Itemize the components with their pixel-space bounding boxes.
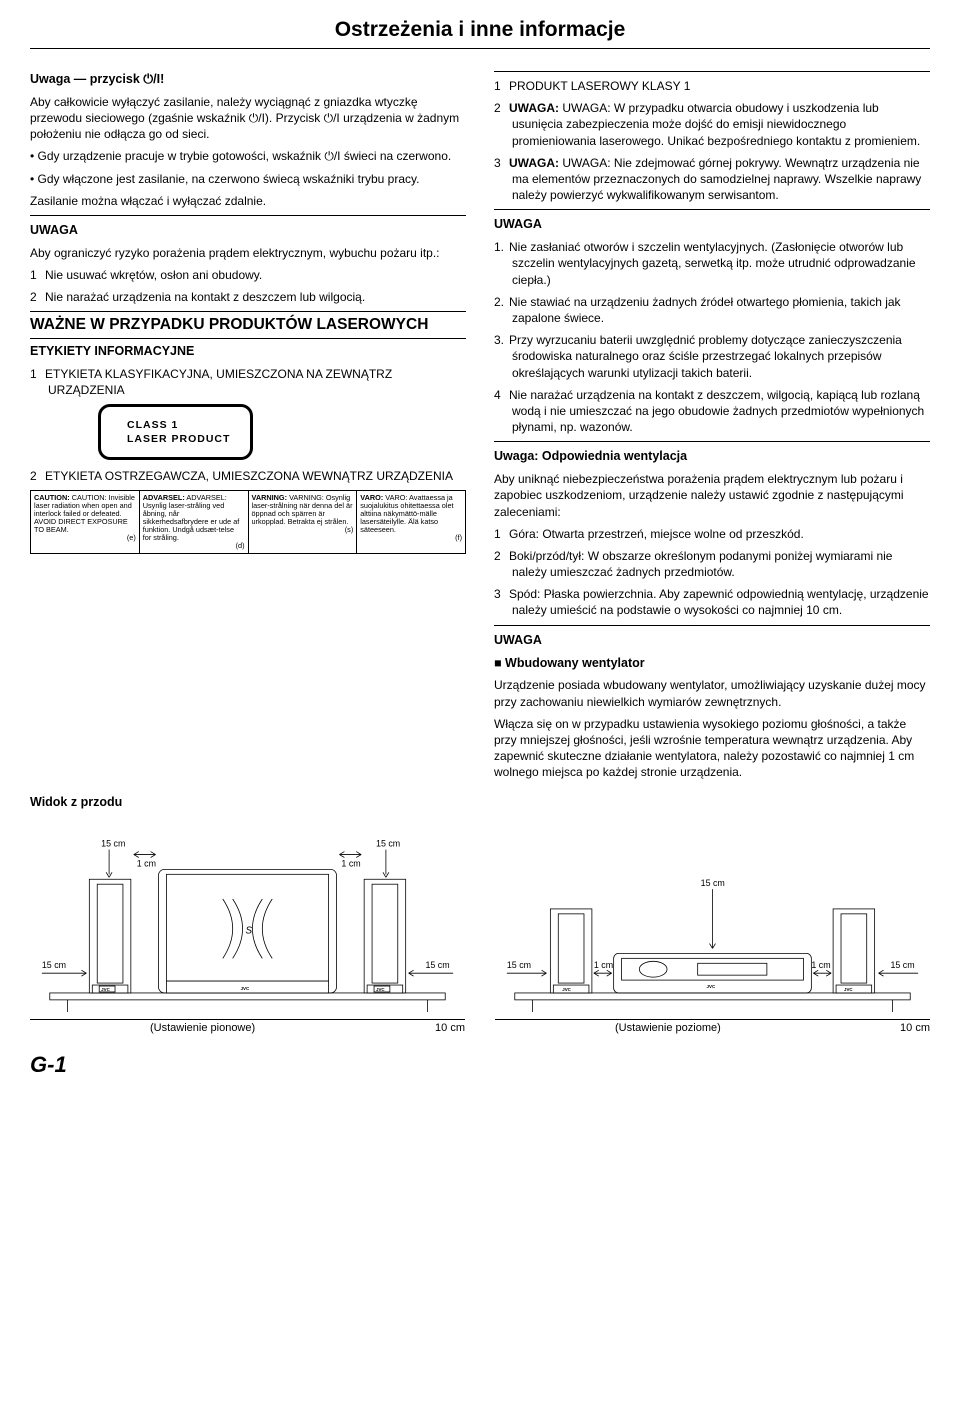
- risk-paragraph: Aby ograniczyć ryzyko porażenia prądem e…: [30, 245, 466, 261]
- uwaga-heading: UWAGA: [30, 222, 466, 239]
- jvc-badge: JVC: [241, 985, 250, 990]
- vent-item-3: 3.Przy wyrzucaniu baterii uwzględnić pro…: [494, 332, 930, 381]
- dim-10cm: 10 cm: [435, 1022, 465, 1034]
- dim-15cm: 15 cm: [101, 838, 125, 848]
- divider: [494, 209, 930, 210]
- labels-subheading: ETYKIETY INFORMACYJNE: [30, 343, 466, 360]
- dim-1cm: 1 cm: [137, 858, 156, 868]
- svg-text:S: S: [246, 925, 253, 936]
- divider: [494, 441, 930, 442]
- dim-15cm: 15 cm: [701, 878, 725, 888]
- vent-item-1: 1.Nie zasłaniać otworów i szczelin wenty…: [494, 239, 930, 288]
- vent-item-2: 2.Nie stawiać na urządzeniu żadnych źród…: [494, 294, 930, 326]
- fan-paragraph-2: Włącza się on w przypadku ustawienia wys…: [494, 716, 930, 781]
- page-title: Ostrzeżenia i inne informacje: [30, 18, 930, 49]
- divider: [30, 215, 466, 216]
- divider: [494, 625, 930, 626]
- vertical-placement-svg: S 15 cm 15 cm 1 cm 1 cm 15 cm 1: [30, 815, 465, 1013]
- jvc-badge: JVC: [707, 984, 716, 989]
- label-2: 2ETYKIETA OSTRZEGAWCZA, UMIESZCZONA WEWN…: [30, 468, 466, 484]
- risk-item-1: 1Nie usuwać wkrętów, osłon ani obudowy.: [30, 267, 466, 283]
- dim-15cm: 15 cm: [890, 960, 914, 970]
- ventilation-heading: Uwaga: Odpowiednia wentylacja: [494, 448, 930, 465]
- vent-rule-2: 2Boki/przód/tył: W obszarze określonym p…: [494, 548, 930, 580]
- jvc-badge: JVC: [844, 986, 853, 991]
- lang-s: (s): [252, 526, 354, 534]
- vent-rule-1: 1Góra: Otwarta przestrzeń, miejsce wolne…: [494, 526, 930, 542]
- divider: [494, 71, 930, 72]
- fan-paragraph-1: Urządzenie posiada wbudowany wentylator,…: [494, 677, 930, 709]
- dim-1cm: 1 cm: [341, 858, 360, 868]
- ventilation-paragraph: Aby uniknąć niebezpieczeństwa porażenia …: [494, 471, 930, 520]
- table-row: CAUTION: CAUTION: Invisible laser radiat…: [31, 491, 466, 554]
- dim-15cm: 15 cm: [376, 838, 400, 848]
- fan-heading: ■ Wbudowany wentylator: [494, 655, 930, 672]
- power-paragraph: Aby całkowicie wyłączyć zasilanie, należ…: [30, 94, 466, 143]
- uwaga-heading-2: UWAGA: [494, 216, 930, 233]
- laser-line-2: LASER PRODUCT: [127, 432, 250, 446]
- diagram-horizontal: 15 cm 1 cm 1 cm 15 cm 15 cm JVC JVC JVC …: [495, 815, 930, 1035]
- risk-item-2: 2Nie narażać urządzenia na kontakt z des…: [30, 289, 466, 305]
- jvc-badge: JVC: [101, 986, 110, 991]
- page-number: G-1: [30, 1052, 930, 1078]
- jvc-badge: JVC: [562, 986, 571, 991]
- caution-label-table: CAUTION: CAUTION: Invisible laser radiat…: [30, 490, 466, 554]
- jvc-badge: JVC: [376, 986, 385, 991]
- placement-diagrams: S 15 cm 15 cm 1 cm 1 cm 15 cm 1: [30, 815, 930, 1035]
- laser-warn-3: 3UWAGA: UWAGA: Nie zdejmować górnej pokr…: [494, 155, 930, 204]
- dim-1cm: 1 cm: [594, 960, 613, 970]
- remote-power-text: Zasilanie można włączać i wyłączać zdaln…: [30, 193, 466, 209]
- diagram-caption-row: (Ustawienie pionowe) 10 cm: [30, 1019, 465, 1034]
- vent-rule-3: 3Spód: Płaska powierzchnia. Aby zapewnić…: [494, 586, 930, 618]
- laser-class-1: 1PRODUKT LASEROWY KLASY 1: [494, 78, 930, 94]
- dim-10cm: 10 cm: [900, 1022, 930, 1034]
- left-column: Uwaga — przycisk ⏻/I! Aby całkowicie wył…: [30, 71, 466, 787]
- horizontal-placement-svg: 15 cm 1 cm 1 cm 15 cm 15 cm JVC JVC JVC: [495, 815, 930, 1013]
- dim-1cm: 1 cm: [811, 960, 830, 970]
- laser-line-1: CLASS 1: [127, 418, 250, 432]
- diagram-caption-row: (Ustawienie poziome) 10 cm: [495, 1019, 930, 1034]
- power-on-bullet: • Gdy włączone jest zasilanie, na czerwo…: [30, 171, 466, 187]
- front-view-heading: Widok z przodu: [30, 795, 930, 809]
- two-column-layout: Uwaga — przycisk ⏻/I! Aby całkowicie wył…: [30, 71, 930, 787]
- right-column: 1PRODUKT LASEROWY KLASY 1 2UWAGA: UWAGA:…: [494, 71, 930, 787]
- diagram-vertical: S 15 cm 15 cm 1 cm 1 cm 15 cm 1: [30, 815, 465, 1035]
- standby-bullet: • Gdy urządzenie pracuje w trybie gotowo…: [30, 148, 466, 164]
- laser-warn-2: 2UWAGA: UWAGA: W przypadku otwarcia obud…: [494, 100, 930, 149]
- lang-f: (f): [360, 534, 462, 542]
- dim-15cm: 15 cm: [425, 960, 449, 970]
- label-1: 1ETYKIETA KLASYFIKACYJNA, UMIESZCZONA NA…: [30, 366, 466, 398]
- uwaga-heading-3: UWAGA: [494, 632, 930, 649]
- lang-e: (e): [34, 534, 136, 542]
- vent-item-4: 4Nie narażać urządzenia na kontakt z des…: [494, 387, 930, 436]
- caption-horizontal: (Ustawienie poziome): [495, 1022, 721, 1034]
- dim-15cm: 15 cm: [42, 960, 66, 970]
- class-1-laser-label: CLASS 1 LASER PRODUCT: [98, 404, 253, 460]
- caution-da: ADVARSEL: Usynlig laser-stråling ved åbn…: [143, 493, 240, 542]
- dim-15cm: 15 cm: [507, 960, 531, 970]
- laser-products-heading: WAŻNE W PRZYPADKU PRODUKTÓW LASEROWYCH: [30, 311, 466, 338]
- power-button-heading: Uwaga — przycisk ⏻/I!: [30, 71, 466, 88]
- lang-d: (d): [143, 542, 245, 550]
- caption-vertical: (Ustawienie pionowe): [30, 1022, 255, 1034]
